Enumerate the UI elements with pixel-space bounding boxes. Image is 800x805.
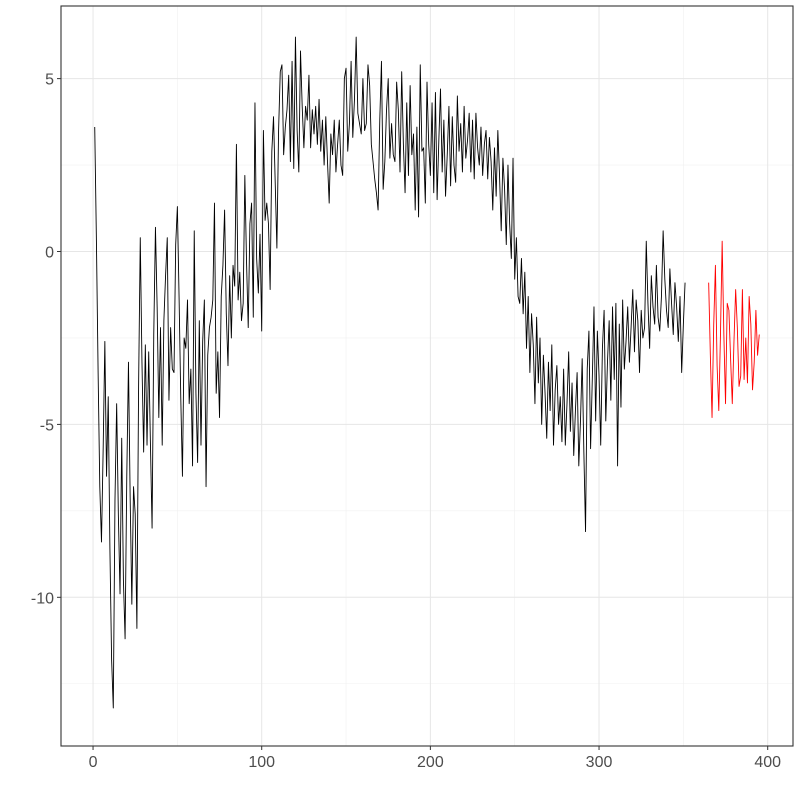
axes: 0 100 200 300 400 -10 -5 0 5 — [31, 72, 781, 771]
x-tick-label: 200 — [417, 754, 444, 771]
series-lines — [94, 36, 760, 709]
series-line-0 — [94, 36, 686, 709]
grid-lines — [61, 6, 793, 746]
x-tick-label: 0 — [89, 754, 98, 771]
x-tick-label: 300 — [586, 754, 613, 771]
x-tick-label: 400 — [754, 754, 781, 771]
y-tick-label: -10 — [31, 590, 54, 607]
series-line-1 — [708, 240, 760, 418]
y-tick-label: 5 — [45, 72, 54, 89]
y-tick-label: 0 — [45, 245, 54, 262]
x-tick-label: 100 — [248, 754, 275, 771]
y-tick-label: -5 — [40, 417, 54, 434]
plot-border — [60, 5, 794, 747]
plot-panel — [61, 6, 793, 746]
